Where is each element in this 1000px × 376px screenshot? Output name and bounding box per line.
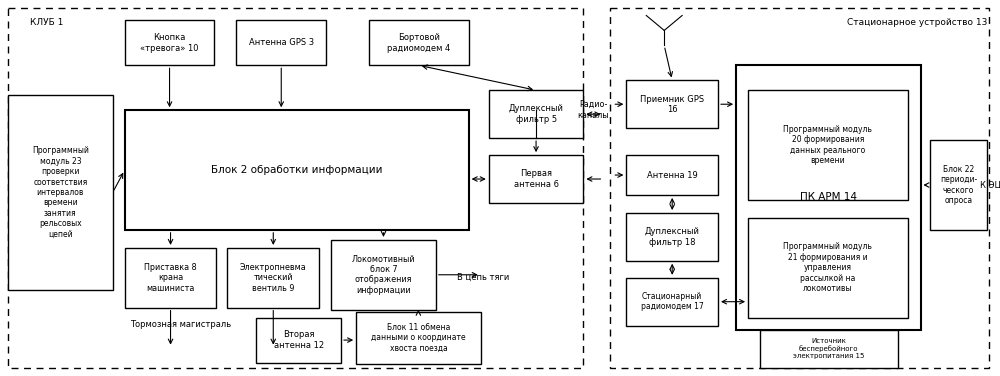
Bar — [236, 20, 326, 65]
Bar — [760, 330, 898, 367]
Text: Программный модуль
20 формирования
данных реального
времени: Программный модуль 20 формирования данны… — [783, 125, 872, 165]
Text: Стационарное устройство 13: Стационарное устройство 13 — [847, 18, 987, 27]
Text: Стационарный
радиомодем 17: Стационарный радиомодем 17 — [641, 292, 704, 311]
Text: Программный
модуль 23
проверки
соответствия
интервалов
времени
занятия
рельсовых: Программный модуль 23 проверки соответст… — [32, 146, 89, 239]
Text: Дуплексный
фильтр 18: Дуплексный фильтр 18 — [645, 227, 700, 247]
Bar — [331, 240, 436, 310]
Bar — [8, 9, 583, 367]
Text: Дуплексный
фильтр 5: Дуплексный фильтр 5 — [509, 105, 564, 124]
Bar — [125, 248, 216, 308]
Bar — [626, 278, 718, 326]
Bar — [748, 218, 908, 318]
Bar — [356, 312, 481, 364]
Bar — [125, 20, 214, 65]
Text: Антенна 19: Антенна 19 — [647, 171, 698, 179]
Bar — [748, 90, 908, 200]
Text: В цепь тяги: В цепь тяги — [457, 273, 509, 282]
Text: Блок 22
периоди-
ческого
опроса: Блок 22 периоди- ческого опроса — [940, 165, 977, 205]
Text: Первая
антенна 6: Первая антенна 6 — [514, 169, 559, 189]
Bar — [8, 95, 113, 290]
Text: К ЭЦ: К ЭЦ — [980, 180, 1000, 190]
Bar — [626, 155, 718, 195]
Bar — [489, 90, 583, 138]
Text: Локомотивный
блок 7
отображения
информации: Локомотивный блок 7 отображения информац… — [352, 255, 415, 295]
Text: Кнопка
«тревога» 10: Кнопка «тревога» 10 — [140, 33, 199, 53]
Bar — [227, 248, 319, 308]
Text: Программный модуль
21 формирования и
управления
рассылкой на
локомотивы: Программный модуль 21 формирования и упр… — [783, 243, 872, 293]
Text: Блок 2 обработки информации: Блок 2 обработки информации — [211, 165, 382, 175]
Bar — [930, 140, 987, 230]
Text: Приставка 8
крана
машиниста: Приставка 8 крана машиниста — [144, 263, 197, 293]
Text: Приемник GPS
16: Приемник GPS 16 — [640, 94, 704, 114]
Bar — [125, 110, 469, 230]
Bar — [736, 65, 921, 330]
Bar — [610, 9, 989, 367]
Bar — [626, 213, 718, 261]
Text: Бортовой
радиомодем 4: Бортовой радиомодем 4 — [387, 33, 451, 53]
Bar — [489, 155, 583, 203]
Text: Антенна GPS 3: Антенна GPS 3 — [249, 38, 314, 47]
Text: Вторая
антенна 12: Вторая антенна 12 — [274, 331, 324, 350]
Text: ПК АРМ 14: ПК АРМ 14 — [800, 193, 857, 202]
Bar — [626, 80, 718, 128]
Text: Электропневма
тический
вентиль 9: Электропневма тический вентиль 9 — [240, 263, 307, 293]
Text: Источник
бесперебойного
электропитания 15: Источник бесперебойного электропитания 1… — [793, 338, 864, 359]
Text: КЛУБ 1: КЛУБ 1 — [30, 18, 63, 27]
Text: Блок 11 обмена
данными о координате
хвоста поезда: Блок 11 обмена данными о координате хвос… — [371, 323, 466, 352]
Text: Радио-
каналы: Радио- каналы — [578, 100, 609, 120]
Bar — [369, 20, 469, 65]
Text: Тормозная магистраль: Тормозная магистраль — [130, 320, 231, 329]
Bar — [256, 318, 341, 362]
